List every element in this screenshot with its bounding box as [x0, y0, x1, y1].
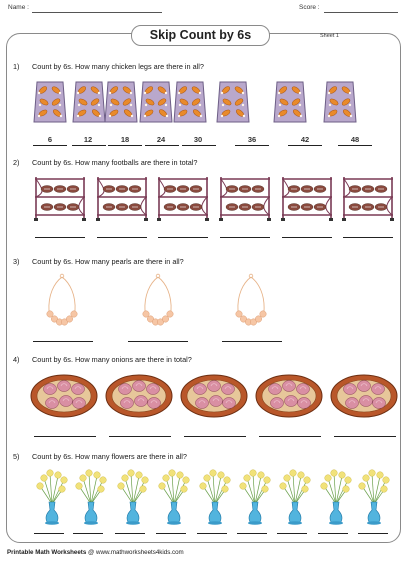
footballs-rack-icon [33, 176, 87, 222]
chicken-legs-tray-icon [33, 81, 67, 123]
answer-line[interactable] [220, 237, 270, 238]
onion-basket-icon [105, 374, 173, 418]
chicken-legs-tray-icon [173, 81, 207, 123]
answer-line[interactable] [318, 533, 348, 534]
flower-vase-icon [279, 469, 311, 526]
answer-1-2: 12 [83, 135, 93, 144]
answer-line[interactable] [235, 145, 269, 146]
chicken-legs-images [33, 81, 357, 123]
score-field[interactable] [324, 12, 398, 13]
answer-line[interactable] [277, 533, 307, 534]
question-5-row [0, 466, 406, 542]
question-1-number: 1) [13, 62, 20, 71]
pearl-necklace-icon [142, 273, 174, 326]
answer-line[interactable] [288, 145, 322, 146]
question-4-row [0, 370, 406, 442]
answer-1-3: 18 [120, 135, 130, 144]
onion-basket-icon [330, 374, 398, 418]
chicken-legs-tray-icon [139, 81, 173, 123]
question-2-row [0, 172, 406, 244]
chicken-legs-tray-icon [216, 81, 250, 123]
flower-vase-icon [75, 469, 107, 526]
answer-line[interactable] [33, 341, 93, 342]
footer-brand: Printable Math Worksheets [7, 549, 87, 556]
answer-line[interactable] [182, 145, 216, 146]
question-4-number: 4) [13, 355, 20, 364]
question-1-row: 6 12 18 24 30 36 42 48 [0, 78, 406, 148]
answer-line[interactable] [156, 533, 186, 534]
flower-vase-icon [158, 469, 190, 526]
answer-line[interactable] [184, 436, 246, 437]
flower-vase-icon [320, 469, 352, 526]
answer-line[interactable] [115, 533, 145, 534]
answer-line[interactable] [34, 533, 64, 534]
answer-line[interactable] [259, 436, 321, 437]
flower-vase-icon [36, 469, 68, 526]
answer-line[interactable] [338, 145, 372, 146]
question-5-text: Count by 6s. How many flowers are there … [32, 452, 187, 461]
footer-url[interactable]: @ www.mathworksheets4kids.com [86, 549, 184, 556]
pearl-necklace-icon [46, 273, 78, 326]
footballs-rack-icon [218, 176, 272, 222]
answer-line[interactable] [108, 145, 142, 146]
answer-line[interactable] [343, 237, 393, 238]
footer-credit: Printable Math Worksheets @ www.mathwork… [7, 549, 184, 556]
question-3-row [0, 270, 406, 345]
answer-line[interactable] [197, 533, 227, 534]
answer-line[interactable] [33, 145, 67, 146]
answer-1-1: 6 [47, 135, 53, 144]
name-field[interactable] [32, 12, 162, 13]
answer-1-7: 42 [300, 135, 310, 144]
answer-line[interactable] [72, 145, 106, 146]
answer-line[interactable] [73, 533, 103, 534]
footballs-rack-icon [341, 176, 395, 222]
pearls-images [46, 273, 267, 326]
flower-vase-icon [199, 469, 231, 526]
question-1-text: Count by 6s. How many chicken legs are t… [32, 62, 204, 71]
onions-images [30, 374, 398, 418]
onion-basket-icon [255, 374, 323, 418]
sheet-label: Sheet 1 [320, 33, 339, 39]
onion-basket-icon [30, 374, 98, 418]
flowers-images [36, 469, 390, 526]
answer-1-4: 24 [156, 135, 166, 144]
chicken-legs-tray-icon [273, 81, 307, 123]
flower-vase-icon [239, 469, 271, 526]
answer-line[interactable] [334, 436, 396, 437]
name-label: Name : [8, 4, 29, 11]
chicken-legs-tray-icon [104, 81, 138, 123]
question-2-text: Count by 6s. How many footballs are ther… [32, 158, 198, 167]
question-2-number: 2) [13, 158, 20, 167]
question-5-number: 5) [13, 452, 20, 461]
chicken-legs-tray-icon [72, 81, 106, 123]
answer-1-5: 30 [193, 135, 203, 144]
answer-line[interactable] [222, 341, 282, 342]
score-label: Score : [299, 4, 320, 11]
answer-line[interactable] [35, 237, 85, 238]
worksheet-title: Skip Count by 6s [131, 25, 270, 46]
question-3-text: Count by 6s. How many pearls are there i… [32, 257, 184, 266]
onion-basket-icon [180, 374, 248, 418]
pearl-necklace-icon [235, 273, 267, 326]
question-4-text: Count by 6s. How many onions are there i… [32, 355, 192, 364]
flower-vase-icon [117, 469, 149, 526]
footballs-rack-icon [95, 176, 149, 222]
answer-line[interactable] [128, 341, 188, 342]
answer-1-8: 48 [350, 135, 360, 144]
answer-line[interactable] [282, 237, 332, 238]
answer-line[interactable] [109, 436, 171, 437]
answer-1-6: 36 [247, 135, 257, 144]
answer-line[interactable] [145, 145, 179, 146]
answer-line[interactable] [358, 533, 388, 534]
answer-line[interactable] [34, 436, 96, 437]
footballs-rack-icon [156, 176, 210, 222]
flower-vase-icon [358, 469, 390, 526]
footballs-images [33, 176, 395, 222]
answer-line[interactable] [158, 237, 208, 238]
answer-line[interactable] [97, 237, 147, 238]
answer-line[interactable] [237, 533, 267, 534]
chicken-legs-tray-icon [323, 81, 357, 123]
question-3-number: 3) [13, 257, 20, 266]
footballs-rack-icon [280, 176, 334, 222]
